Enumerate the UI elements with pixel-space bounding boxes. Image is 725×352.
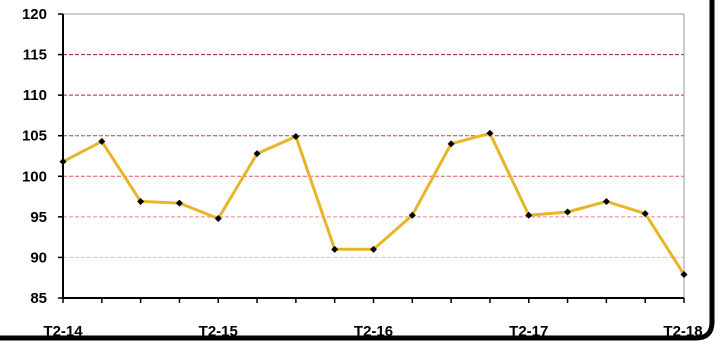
y-tick-label: 105 bbox=[22, 128, 47, 145]
y-tick-label: 100 bbox=[22, 168, 47, 185]
page-border-curve bbox=[0, 0, 715, 341]
data-point-marker bbox=[137, 197, 145, 205]
x-tick-label: T2-15 bbox=[199, 323, 238, 340]
data-point-marker bbox=[525, 211, 533, 219]
data-point-marker bbox=[292, 133, 300, 141]
gridlines bbox=[63, 13, 685, 298]
y-tick-label: 115 bbox=[23, 47, 47, 64]
data-point-marker bbox=[175, 199, 183, 207]
axes bbox=[58, 13, 685, 303]
data-point-marker bbox=[447, 140, 455, 148]
y-tick-label: 120 bbox=[22, 6, 47, 23]
x-tick-label: T2-18 bbox=[663, 323, 702, 340]
data-point-marker bbox=[59, 158, 67, 166]
data-point-marker bbox=[253, 150, 261, 158]
data-point-marker bbox=[214, 214, 222, 222]
data-point-marker bbox=[331, 245, 339, 253]
data-point-marker bbox=[564, 208, 572, 216]
x-tick-labels: T2-14 T2-15 T2-16 T2-17 T2-18 bbox=[43, 323, 702, 340]
data-point-marker bbox=[486, 129, 494, 137]
y-tick-label: 85 bbox=[30, 290, 47, 307]
data-point-marker bbox=[408, 211, 416, 219]
data-point-marker bbox=[641, 210, 649, 218]
y-tick-label: 110 bbox=[23, 87, 47, 104]
data-point-marker bbox=[98, 137, 106, 145]
x-tick-label: T2-14 bbox=[43, 323, 83, 340]
data-markers bbox=[59, 129, 688, 278]
x-tick-label: T2-17 bbox=[509, 323, 548, 340]
y-tick-label: 90 bbox=[30, 249, 47, 266]
x-tick-label: T2-16 bbox=[354, 323, 393, 340]
y-tick-labels: 85 90 95 100 105 110 115 120 bbox=[22, 6, 47, 307]
data-point-marker bbox=[680, 270, 688, 278]
data-point-marker bbox=[602, 197, 610, 205]
data-point-marker bbox=[370, 245, 377, 253]
y-tick-label: 95 bbox=[30, 209, 47, 226]
